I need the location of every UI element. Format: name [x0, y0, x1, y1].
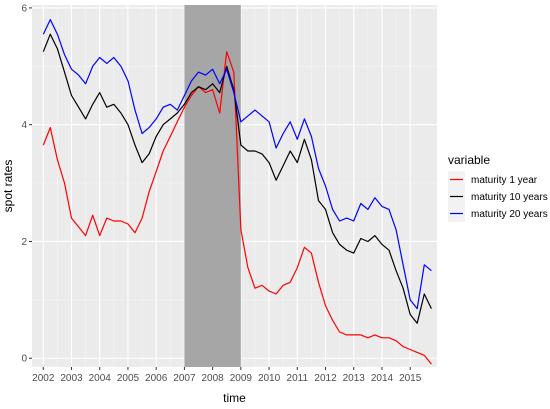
y-axis-title: spot rates	[1, 160, 15, 213]
legend-label-1: maturity 1 year	[471, 175, 538, 186]
y-tick-label: 0	[21, 354, 27, 365]
x-tick-label: 2012	[314, 373, 337, 384]
x-tick-label: 2010	[258, 373, 281, 384]
x-tick-label: 2013	[343, 373, 366, 384]
x-tick-label: 2006	[145, 373, 168, 384]
y-tick-label: 6	[21, 3, 27, 14]
series-line-1	[42, 51, 432, 365]
x-tick-label: 2014	[371, 373, 394, 384]
x-tick-label: 2015	[399, 373, 422, 384]
x-tick-label: 2007	[173, 373, 196, 384]
y-tick-label: 2	[21, 237, 27, 248]
x-axis-title: time	[223, 391, 246, 405]
series-line-2	[42, 33, 432, 324]
x-axis: 2002 2003 2004 2005 2006 2007 2008 2009 2010 2011…	[32, 367, 422, 384]
y-tick-label: 4	[21, 120, 27, 131]
x-tick-label: 2008	[202, 373, 225, 384]
legend-label-2: maturity 10 years	[471, 192, 548, 203]
shaded-period	[184, 5, 241, 367]
x-tick-label: 2002	[32, 373, 55, 384]
series-lines	[42, 19, 432, 365]
x-tick-label: 2003	[60, 373, 83, 384]
legend-title: variable	[448, 153, 490, 167]
series-line-3	[42, 19, 432, 310]
x-tick-label: 2011	[287, 373, 309, 384]
x-tick-label: 2009	[230, 373, 253, 384]
x-tick-label: 2004	[89, 373, 112, 384]
x-tick-label: 2005	[117, 373, 140, 384]
legend: variable maturity 1 year maturity 10 year…	[448, 153, 548, 222]
y-axis: 0 2 4 6	[21, 3, 32, 365]
legend-label-3: maturity 20 years	[471, 209, 548, 220]
